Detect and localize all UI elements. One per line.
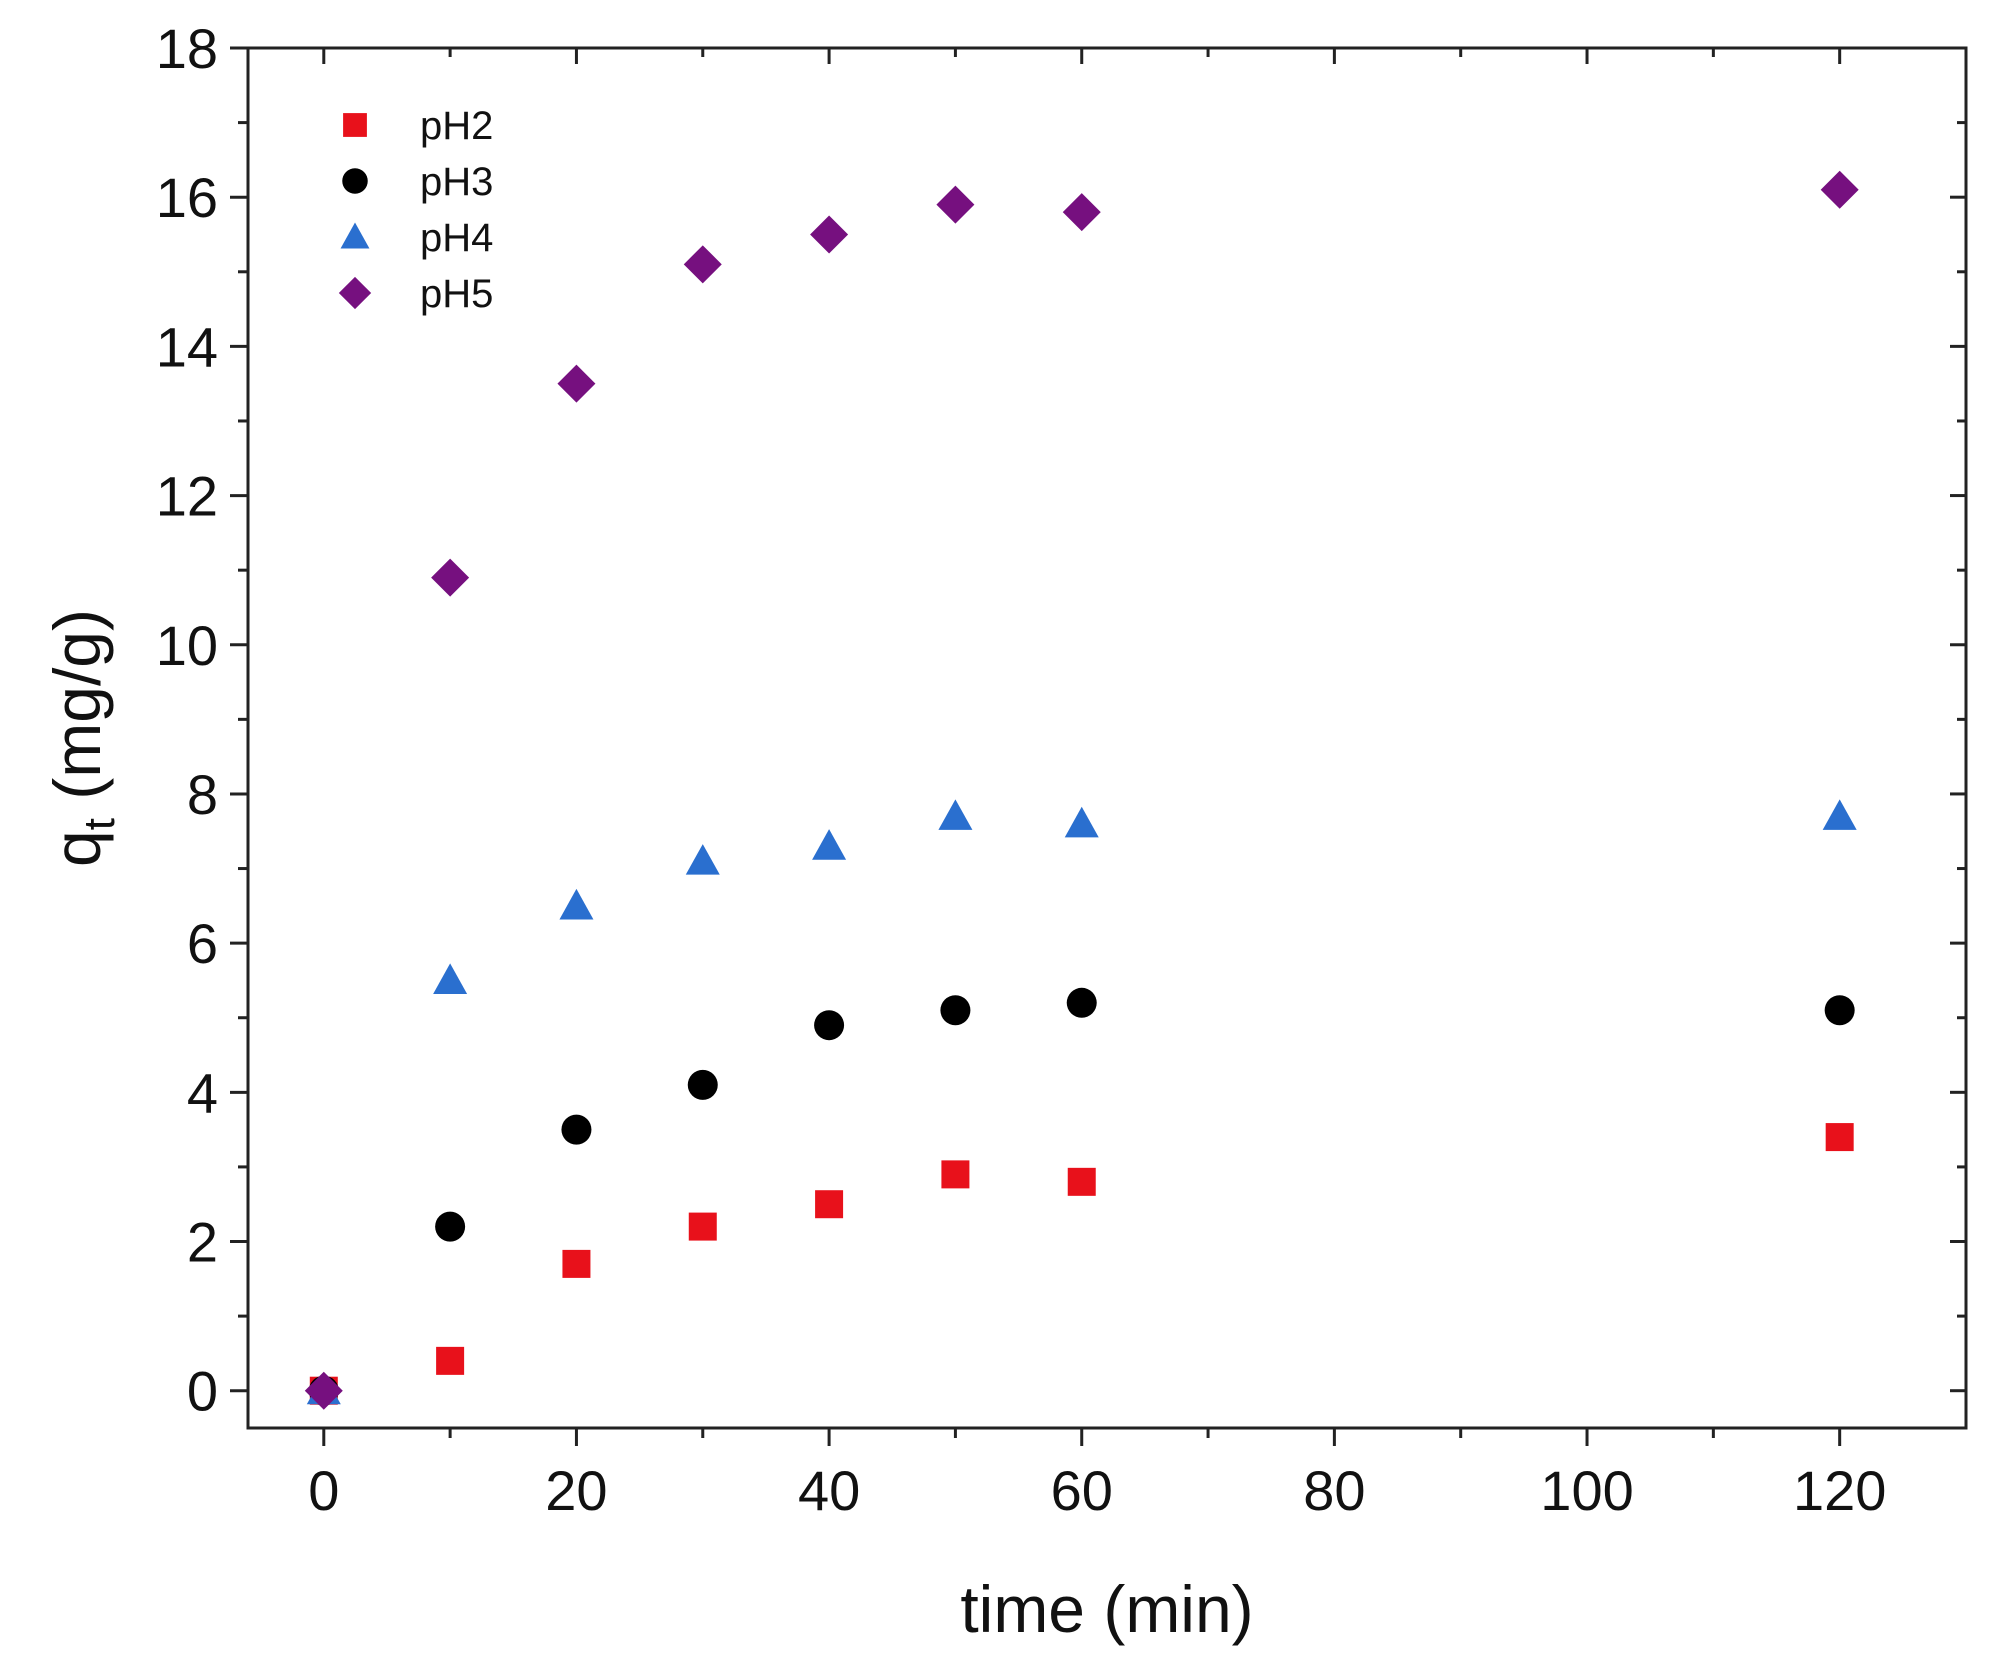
x-tick-label: 120 (1793, 1459, 1886, 1522)
series-pH4 (306, 799, 1857, 1405)
legend-marker-pH2 (343, 113, 367, 137)
data-point-pH3 (687, 1069, 718, 1100)
data-point-pH4 (433, 963, 468, 995)
x-tick-labels: 0 20 40 60 80 100 120 (308, 1459, 1886, 1522)
data-point-pH4 (938, 799, 973, 830)
data-point-pH3 (1066, 987, 1097, 1018)
legend-label: pH4 (420, 216, 493, 260)
data-points (304, 170, 1859, 1410)
legend-item-pH2: pH2 (343, 104, 493, 148)
data-point-pH5 (431, 558, 470, 597)
data-point-pH5 (557, 364, 596, 403)
legend-label: pH2 (420, 104, 493, 148)
data-point-pH5 (1062, 193, 1101, 232)
data-point-pH2 (1825, 1123, 1854, 1152)
x-tick-label: 60 (1051, 1459, 1113, 1522)
legend-label: pH3 (420, 160, 493, 204)
data-point-pH2 (688, 1212, 717, 1241)
y-tick-label: 14 (156, 315, 218, 378)
legend-marker-pH4 (340, 222, 370, 249)
legend-item-pH4: pH4 (340, 216, 493, 260)
series-pH3 (308, 987, 1855, 1406)
data-point-pH5 (810, 215, 849, 254)
data-point-pH5 (1820, 170, 1859, 209)
y-tick-label: 4 (187, 1061, 218, 1124)
series-pH5 (304, 170, 1859, 1410)
data-point-pH3 (940, 995, 971, 1026)
data-point-pH4 (1064, 806, 1099, 838)
data-point-pH4 (812, 829, 847, 860)
data-point-pH3 (435, 1211, 466, 1242)
x-tick-label: 40 (798, 1459, 860, 1522)
legend: pH2 pH3 pH4 pH5 (338, 104, 493, 316)
plot-frame (246, 46, 1968, 1430)
y-tick-label: 16 (156, 166, 218, 229)
y-tick-label: 2 (187, 1211, 218, 1274)
y-axis-title-unit: (mg/g) (40, 609, 114, 818)
data-point-pH3 (561, 1114, 592, 1145)
y-tick-label: 6 (187, 912, 218, 975)
tick-marks (230, 46, 1966, 1446)
x-tick-label: 0 (308, 1459, 339, 1522)
legend-item-pH5: pH5 (338, 272, 493, 316)
y-axis-title-main: q (40, 830, 114, 867)
x-tick-label: 100 (1540, 1459, 1633, 1522)
y-tick-label: 18 (156, 17, 218, 80)
data-point-pH4 (1822, 799, 1857, 830)
data-point-pH2 (1067, 1167, 1096, 1196)
data-point-pH2 (815, 1190, 844, 1219)
data-point-pH4 (685, 844, 720, 875)
y-tick-label: 12 (156, 465, 218, 528)
data-point-pH5 (936, 185, 975, 224)
data-point-pH2 (562, 1249, 591, 1278)
legend-marker-pH3 (342, 168, 368, 194)
legend-label: pH5 (420, 272, 493, 316)
series-pH2 (309, 1123, 1854, 1405)
y-tick-label: 10 (156, 614, 218, 677)
y-tick-label: 8 (187, 763, 218, 826)
y-tick-labels: 0 2 4 6 8 10 12 14 16 18 (156, 17, 218, 1423)
x-tick-label: 80 (1303, 1459, 1365, 1522)
x-axis-title: time (min) (960, 1572, 1253, 1646)
x-tick-label: 20 (545, 1459, 607, 1522)
data-point-pH3 (814, 1010, 845, 1041)
y-tick-label: 0 (187, 1360, 218, 1423)
data-point-pH4 (559, 888, 594, 920)
data-point-pH2 (436, 1346, 465, 1375)
data-point-pH5 (683, 245, 722, 284)
data-point-pH5 (304, 1371, 343, 1410)
legend-item-pH3: pH3 (342, 160, 493, 204)
y-axis-title: qt (mg/g) (40, 609, 124, 867)
data-point-pH3 (1824, 995, 1855, 1026)
y-axis-title-subscript: t (75, 818, 124, 830)
legend-marker-pH5 (338, 276, 372, 310)
data-point-pH2 (941, 1160, 970, 1189)
